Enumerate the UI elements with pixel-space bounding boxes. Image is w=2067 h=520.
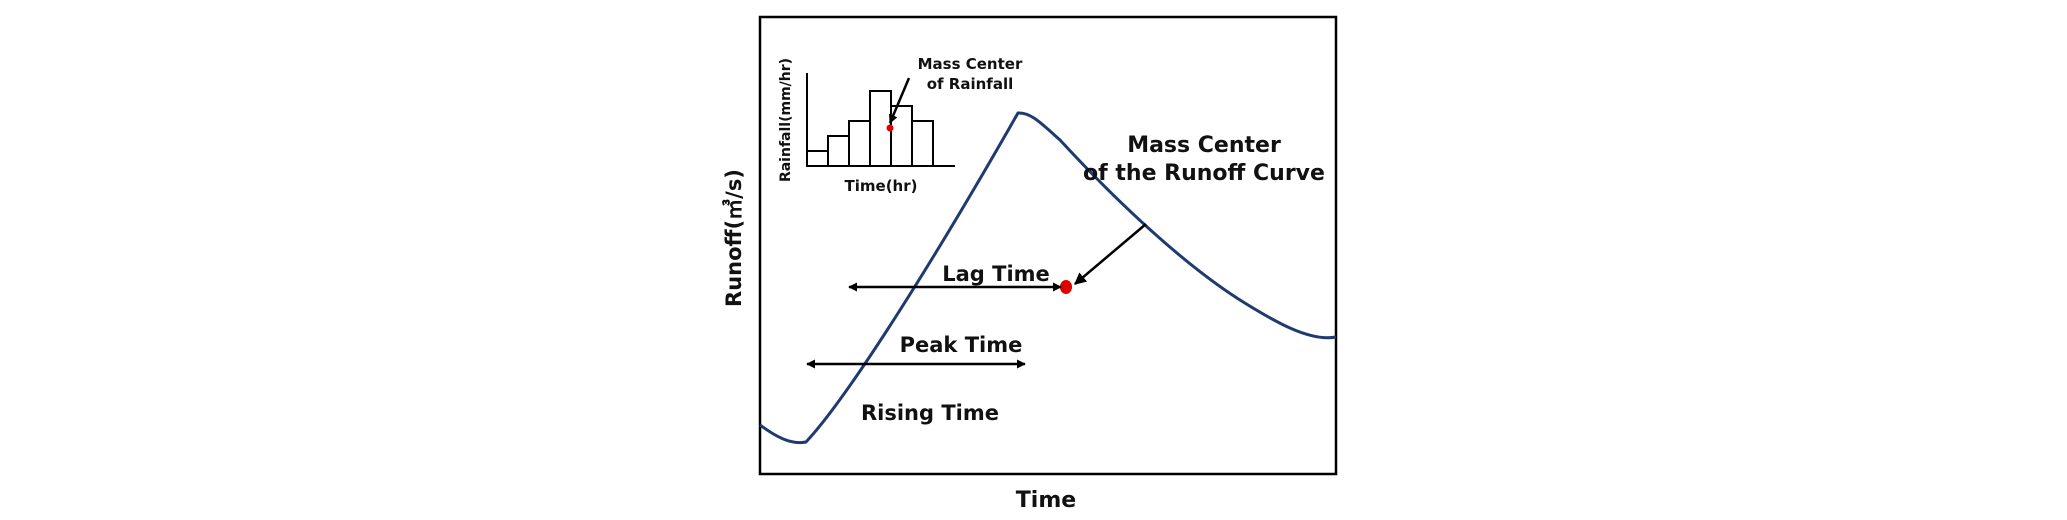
rainfall-mass-center-arrow [888, 77, 911, 124]
inset-y-axis-label: Rainfall(mm/hr) [778, 58, 794, 182]
runoff-mass-center-point [1060, 280, 1072, 294]
peak-time-label: Peak Time [900, 333, 1023, 357]
runoff-mass-center-label-line1: Mass Center [1127, 133, 1281, 158]
runoff-curve [759, 111, 1337, 445]
rising-time-label: Rising Time [861, 401, 999, 425]
inset-mass-center-line1: Mass Center [918, 55, 1023, 73]
inset-mass-center-line2: of Rainfall [927, 75, 1013, 93]
runoff-mass-center-arrow [1074, 223, 1147, 285]
y-axis-label: Runoff(㎥/s) [722, 169, 746, 307]
rainfall-bar [848, 120, 871, 167]
plot-frame [758, 15, 1338, 476]
rainfall-bar [806, 150, 829, 167]
lag-time-label: Lag Time [942, 262, 1050, 286]
rainfall-bars [806, 90, 934, 167]
rainfall-inset: Mass Center of Rainfall Time(hr) Rainfal… [778, 55, 1023, 195]
rainfall-mass-center-point [886, 124, 894, 132]
runoff-mass-center-label-line2: of the Runoff Curve [1083, 161, 1325, 186]
inset-x-axis-label: Time(hr) [845, 177, 918, 195]
rainfall-bar [911, 120, 934, 167]
x-axis-label: Time [1016, 488, 1076, 513]
rainfall-bar [827, 135, 850, 167]
